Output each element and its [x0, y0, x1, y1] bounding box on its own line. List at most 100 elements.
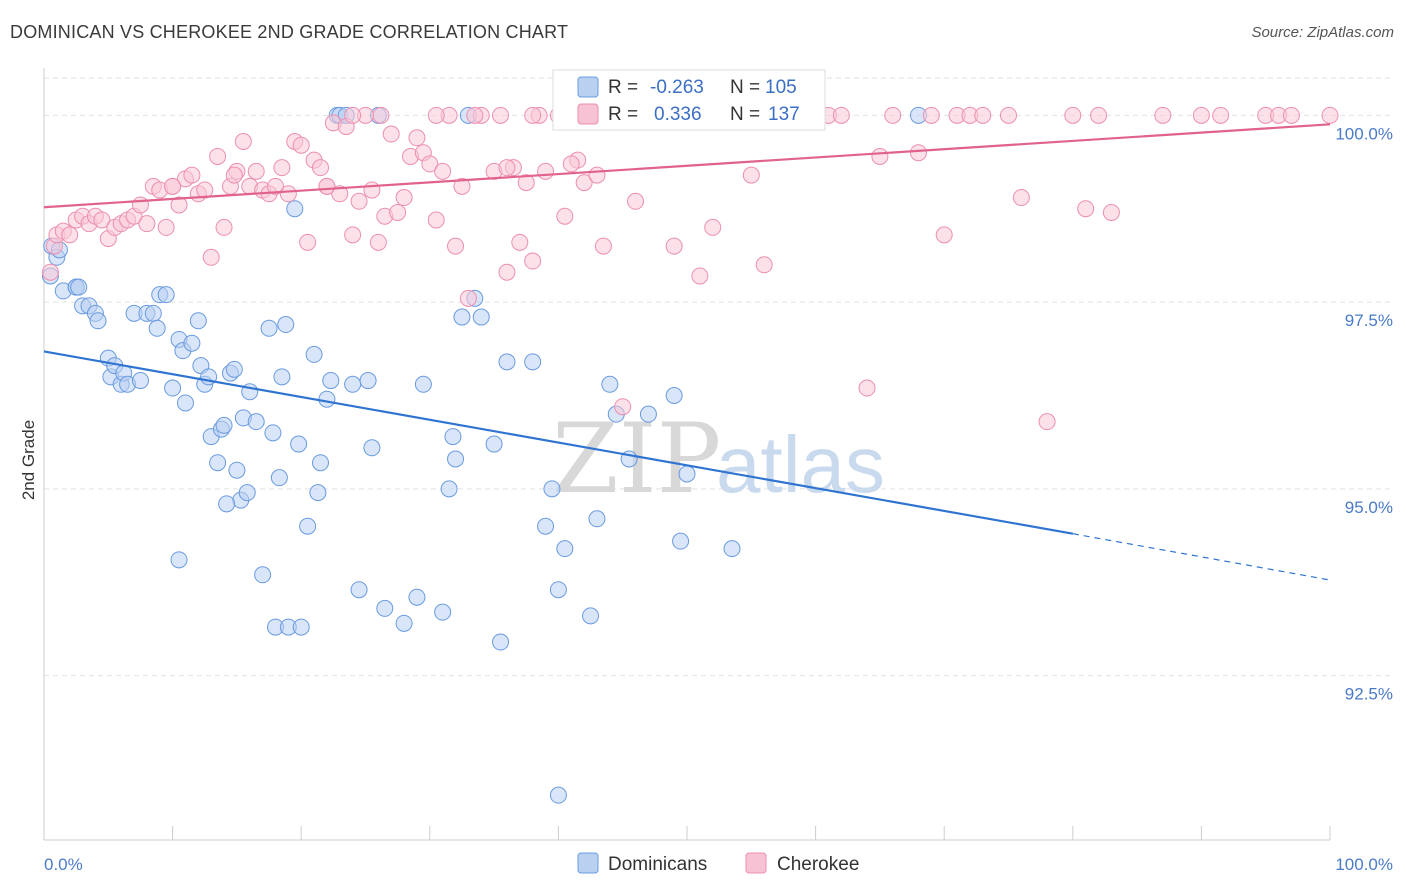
point-cherokee-117 [1090, 106, 1108, 124]
point-cherokee-112 [1000, 106, 1017, 124]
point-cherokee-23 [183, 166, 201, 184]
point-cherokee-84 [614, 398, 632, 416]
point-cherokee-74 [524, 252, 542, 270]
chart-title: DOMINICAN VS CHEROKEE 2ND GRADE CORRELAT… [10, 22, 569, 42]
y-tick-label-2: 97.5% [1345, 311, 1393, 330]
point-dominicans-35 [209, 454, 227, 472]
point-dominicans-97 [665, 387, 683, 404]
point-cherokee-131 [594, 237, 612, 255]
point-cherokee-38 [279, 185, 297, 203]
point-cherokee-36 [266, 177, 284, 195]
point-dominicans-69 [363, 439, 381, 457]
x-tick-label-0: 0.0% [44, 855, 83, 874]
point-cherokee-121 [1212, 106, 1230, 124]
y-tick-label-0: 92.5% [1345, 685, 1393, 704]
x-tick-labels: 0.0% 100.0% [44, 855, 1393, 874]
point-cherokee-114 [1038, 413, 1056, 431]
point-cherokee-107 [922, 106, 940, 124]
point-cherokee-102 [832, 106, 850, 124]
point-cherokee-58 [408, 129, 426, 147]
point-cherokee-15 [131, 196, 149, 214]
point-cherokee-118 [1102, 203, 1120, 221]
point-dominicans-21 [144, 304, 162, 322]
point-dominicans-37 [215, 416, 233, 434]
y-tick-label-3: 100.0% [1335, 124, 1393, 143]
point-dominicans-98 [672, 532, 690, 550]
legend-bottom-swatch-dominicans [577, 852, 599, 874]
point-dominicans-59 [309, 484, 327, 502]
point-cherokee-127 [164, 177, 182, 195]
point-cherokee-91 [691, 267, 709, 285]
point-cherokee-52 [369, 233, 387, 251]
y-tick-labels: 92.5% 95.0% 97.5% 100.0% [1335, 124, 1393, 703]
point-dominicans-28 [176, 394, 194, 412]
point-cherokee-80 [575, 174, 593, 192]
point-cherokee-89 [665, 237, 683, 255]
legend-r-label-2: R = [608, 104, 638, 125]
point-dominicans-73 [408, 588, 426, 606]
point-cherokee-72 [511, 233, 529, 251]
axes [43, 68, 1331, 841]
point-cherokee-51 [363, 181, 381, 199]
legend-r-value-1: -0.263 [650, 77, 704, 98]
point-dominicans-68 [359, 372, 377, 390]
point-cherokee-25 [196, 181, 214, 199]
point-cherokee-104 [871, 147, 889, 165]
point-dominicans-25 [164, 379, 182, 397]
point-dominicans-74 [414, 375, 432, 393]
x-tick-label-1: 100.0% [1335, 855, 1393, 874]
point-cherokee-126 [562, 155, 580, 173]
point-dominicans-93 [601, 375, 619, 393]
point-dominicans-39 [225, 360, 243, 378]
point-cherokee-70 [498, 263, 516, 281]
point-dominicans-52 [277, 316, 295, 334]
point-cherokee-46 [331, 185, 349, 203]
point-dominicans-11 [89, 312, 107, 330]
point-cherokee-43 [311, 159, 329, 177]
point-cherokee-106 [909, 144, 927, 162]
y-tick-label-1: 95.0% [1345, 498, 1393, 517]
point-dominicans-67 [350, 581, 368, 599]
point-dominicans-75 [434, 603, 452, 621]
point-dominicans-79 [453, 308, 471, 326]
legend-bottom: Dominicans Cherokee [577, 852, 859, 875]
point-dominicans-43 [238, 484, 256, 502]
point-cherokee-92 [704, 218, 722, 236]
point-cherokee-37 [273, 159, 291, 177]
trend-line-cherokee [43, 123, 1331, 209]
point-cherokee-125 [1321, 106, 1339, 124]
point-dominicans-89 [549, 581, 567, 599]
point-dominicans-62 [322, 372, 340, 390]
legend-r-value-2: 0.336 [654, 104, 702, 125]
point-dominicans-77 [444, 428, 462, 446]
point-cherokee-85 [627, 192, 645, 210]
point-dominicans-96 [639, 405, 657, 423]
point-cherokee-78 [556, 207, 574, 225]
legend-n-value-1: 105 [765, 77, 797, 98]
point-dominicans-24 [157, 286, 175, 304]
point-cherokee-124 [1282, 106, 1300, 124]
point-dominicans-46 [254, 566, 272, 584]
legend-swatch-cherokee [577, 103, 599, 125]
point-cherokee-108 [935, 226, 953, 244]
point-cherokee-105 [884, 106, 902, 124]
point-cherokee-111 [974, 106, 992, 124]
point-cherokee-128 [225, 166, 243, 184]
point-cherokee-66 [459, 289, 477, 307]
point-dominicans-7 [70, 278, 88, 296]
point-dominicans-19 [131, 372, 149, 390]
point-dominicans-55 [290, 435, 308, 453]
grid-lines [44, 77, 1390, 677]
watermark-atlas: atlas [716, 420, 885, 509]
point-cherokee-40 [292, 136, 310, 154]
point-dominicans-30 [189, 312, 207, 330]
point-dominicans-51 [273, 368, 291, 386]
point-cherokee-69 [492, 106, 510, 124]
point-cherokee-61 [427, 211, 445, 229]
legend-top: R = -0.263 N = 105 R = 0.336 N = 137 [552, 69, 826, 131]
point-cherokee-135 [466, 106, 484, 124]
point-dominicans-76 [440, 480, 458, 498]
point-cherokee-115 [1064, 106, 1082, 124]
point-dominicans-72 [395, 614, 413, 632]
